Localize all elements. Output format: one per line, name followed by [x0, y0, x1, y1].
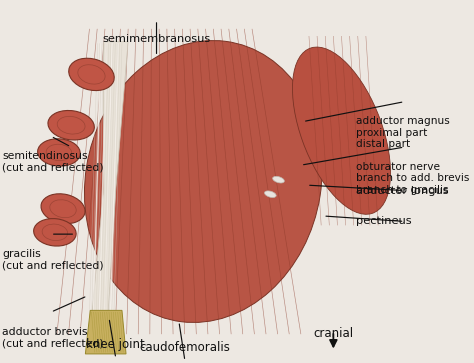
- Ellipse shape: [84, 41, 322, 322]
- Ellipse shape: [292, 47, 391, 214]
- Ellipse shape: [264, 191, 276, 197]
- Text: knee joint: knee joint: [86, 338, 145, 351]
- Text: pectineus: pectineus: [356, 216, 411, 227]
- Text: adductor magnus
proximal part
distal part: adductor magnus proximal part distal par…: [356, 116, 449, 149]
- Text: caudofemoralis: caudofemoralis: [139, 341, 230, 354]
- Text: semimembranosus: semimembranosus: [102, 34, 210, 45]
- Polygon shape: [91, 42, 128, 319]
- Ellipse shape: [37, 139, 80, 166]
- Text: adductor brevis
(cut and reflected): adductor brevis (cut and reflected): [2, 327, 104, 348]
- Ellipse shape: [34, 219, 76, 246]
- Ellipse shape: [69, 58, 114, 91]
- Text: semitendinosus
(cut and reflected): semitendinosus (cut and reflected): [2, 151, 104, 172]
- Text: cranial: cranial: [313, 327, 354, 340]
- Text: obturator nerve
branch to add. brevis
branch to gracilis: obturator nerve branch to add. brevis br…: [356, 162, 469, 195]
- Ellipse shape: [273, 176, 284, 183]
- Ellipse shape: [41, 194, 85, 224]
- Polygon shape: [85, 310, 126, 354]
- Ellipse shape: [48, 110, 94, 140]
- Text: adductor longus: adductor longus: [356, 185, 448, 196]
- Text: gracilis
(cut and reflected): gracilis (cut and reflected): [2, 249, 104, 270]
